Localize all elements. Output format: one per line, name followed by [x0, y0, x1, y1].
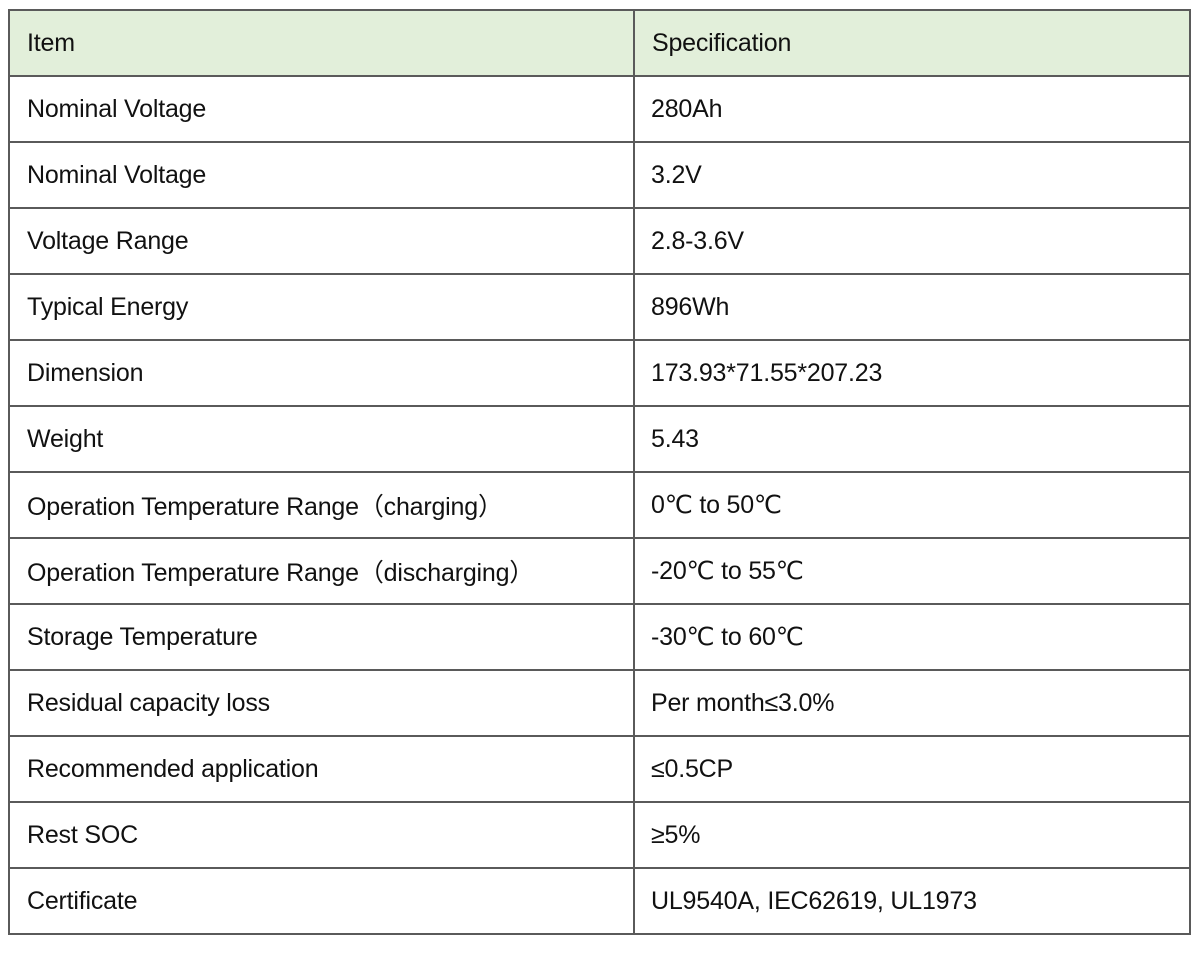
item-cell: Storage Temperature: [8, 603, 635, 671]
spec-cell: Per month≤3.0%: [633, 669, 1191, 737]
item-cell: Nominal Voltage: [8, 141, 635, 209]
spec-cell: 173.93*71.55*207.23: [633, 339, 1191, 407]
table-row: Dimension 173.93*71.55*207.23: [8, 339, 1191, 407]
item-cell: Weight: [8, 405, 635, 473]
spec-cell: ≥5%: [633, 801, 1191, 869]
item-cell: Operation Temperature Range（discharging）: [8, 537, 635, 605]
table-row: Nominal Voltage 280Ah: [8, 75, 1191, 143]
spec-cell: -20℃ to 55℃: [633, 537, 1191, 605]
item-cell: Operation Temperature Range（charging）: [8, 471, 635, 539]
specification-table: Item Specification Nominal Voltage 280Ah…: [8, 9, 1191, 935]
spec-cell: UL9540A, IEC62619, UL1973: [633, 867, 1191, 935]
table-row: Certificate UL9540A, IEC62619, UL1973: [8, 867, 1191, 935]
spec-cell: ≤0.5CP: [633, 735, 1191, 803]
item-cell: Nominal Voltage: [8, 75, 635, 143]
table-header: Item Specification: [8, 9, 1191, 77]
item-cell: Residual capacity loss: [8, 669, 635, 737]
table-row: Storage Temperature -30℃ to 60℃: [8, 603, 1191, 671]
item-cell: Typical Energy: [8, 273, 635, 341]
spec-cell: 896Wh: [633, 273, 1191, 341]
spec-cell: 2.8-3.6V: [633, 207, 1191, 275]
column-header-item: Item: [8, 9, 635, 77]
table-row: Operation Temperature Range（charging） 0℃…: [8, 471, 1191, 539]
item-cell: Recommended application: [8, 735, 635, 803]
header-row: Item Specification: [8, 9, 1191, 77]
table-row: Rest SOC ≥5%: [8, 801, 1191, 869]
table-row: Nominal Voltage 3.2V: [8, 141, 1191, 209]
table-row: Voltage Range 2.8-3.6V: [8, 207, 1191, 275]
table-row: Weight 5.43: [8, 405, 1191, 473]
table-row: Operation Temperature Range（discharging）…: [8, 537, 1191, 605]
spec-cell: 0℃ to 50℃: [633, 471, 1191, 539]
column-header-specification: Specification: [633, 9, 1191, 77]
item-cell: Rest SOC: [8, 801, 635, 869]
table-row: Recommended application ≤0.5CP: [8, 735, 1191, 803]
item-cell: Dimension: [8, 339, 635, 407]
spec-cell: 5.43: [633, 405, 1191, 473]
spec-cell: 280Ah: [633, 75, 1191, 143]
spec-cell: -30℃ to 60℃: [633, 603, 1191, 671]
table-body: Nominal Voltage 280Ah Nominal Voltage 3.…: [8, 75, 1191, 935]
item-cell: Voltage Range: [8, 207, 635, 275]
table-row: Typical Energy 896Wh: [8, 273, 1191, 341]
table-row: Residual capacity loss Per month≤3.0%: [8, 669, 1191, 737]
spec-cell: 3.2V: [633, 141, 1191, 209]
item-cell: Certificate: [8, 867, 635, 935]
